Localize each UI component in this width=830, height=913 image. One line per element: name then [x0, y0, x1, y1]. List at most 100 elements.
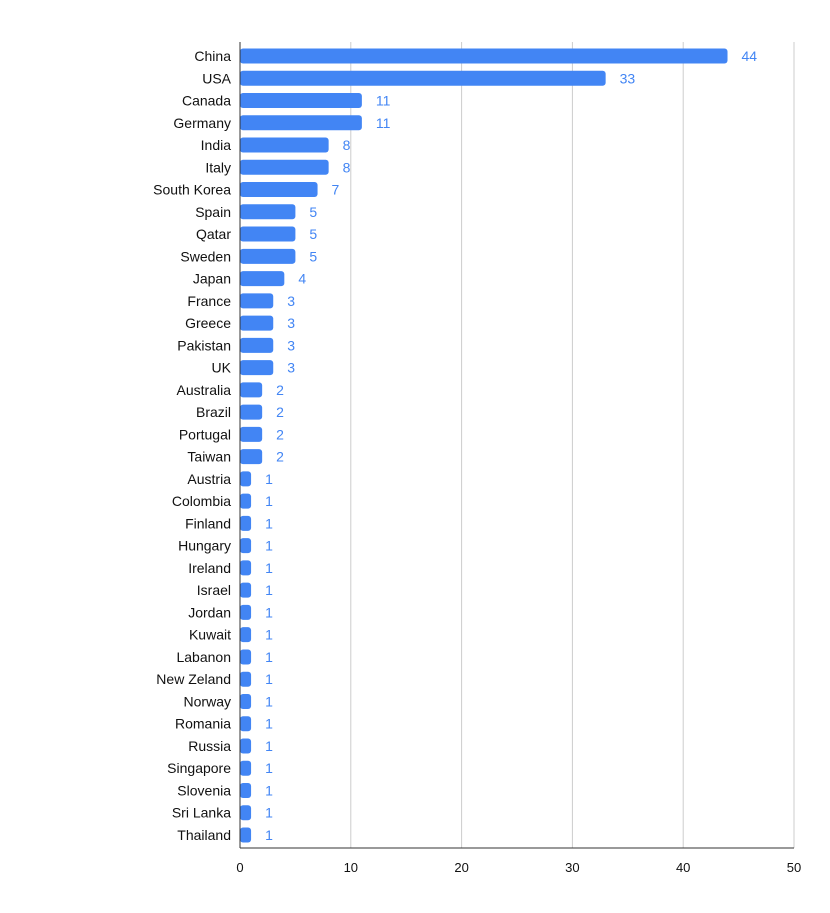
bar-hungary: [240, 538, 252, 554]
category-label: Austria: [187, 471, 231, 487]
bar-brazil: [240, 404, 263, 420]
value-label: 7: [332, 182, 340, 198]
value-label: 1: [265, 760, 273, 776]
bar-sri-lanka: [240, 805, 252, 821]
category-label: Finland: [185, 515, 231, 531]
value-label: 2: [276, 404, 284, 420]
category-label: Romania: [175, 716, 231, 732]
bar-pakistan: [240, 337, 274, 353]
category-label: Hungary: [178, 538, 231, 554]
category-label: Sweden: [180, 248, 231, 264]
category-label: Qatar: [196, 226, 231, 242]
bar-ireland: [240, 560, 252, 576]
bar-colombia: [240, 493, 252, 509]
category-label: Taiwan: [187, 449, 231, 465]
category-label: Portugal: [179, 426, 231, 442]
bar-greece: [240, 315, 274, 331]
bar-uk: [240, 360, 274, 376]
bars: [240, 48, 728, 843]
value-label: 5: [309, 204, 317, 220]
value-label: 1: [265, 738, 273, 754]
category-label: Singapore: [167, 760, 231, 776]
value-label: 5: [309, 248, 317, 264]
category-label: Thailand: [177, 827, 231, 843]
category-label: South Korea: [153, 182, 231, 198]
value-label: 1: [265, 560, 273, 576]
x-tick-label: 0: [236, 860, 243, 875]
value-label: 1: [265, 515, 273, 531]
category-label: New Zeland: [156, 671, 231, 687]
value-label: 4: [298, 271, 306, 287]
value-label: 1: [265, 493, 273, 509]
value-label: 11: [376, 115, 391, 131]
bar-norway: [240, 693, 252, 709]
gridlines: [350, 42, 795, 848]
value-label: 33: [620, 70, 636, 86]
category-label: Russia: [188, 738, 231, 754]
value-label: 2: [276, 426, 284, 442]
value-label: 1: [265, 604, 273, 620]
bar-austria: [240, 471, 252, 487]
bar-france: [240, 293, 274, 309]
category-label: France: [187, 293, 231, 309]
x-tick-label: 10: [344, 860, 358, 875]
bar-italy: [240, 159, 329, 175]
bar-romania: [240, 716, 252, 732]
value-label: 1: [265, 716, 273, 732]
category-label: UK: [212, 360, 232, 376]
value-label: 11: [376, 93, 391, 109]
value-label: 3: [287, 337, 295, 353]
bar-japan: [240, 271, 285, 287]
bar-thailand: [240, 827, 252, 843]
x-axis-ticks: 0 10 20 30 40 50: [236, 860, 801, 875]
bar-spain: [240, 204, 296, 220]
value-label: 1: [265, 671, 273, 687]
value-label: 1: [265, 782, 273, 798]
bar-china: [240, 48, 728, 64]
category-label: Australia: [177, 382, 232, 398]
x-tick-label: 20: [454, 860, 468, 875]
value-label: 8: [343, 159, 351, 175]
value-label: 1: [265, 805, 273, 821]
x-tick-label: 30: [565, 860, 579, 875]
value-label: 1: [265, 627, 273, 643]
value-label: 1: [265, 827, 273, 843]
value-label: 1: [265, 471, 273, 487]
category-label: Ireland: [188, 560, 231, 576]
category-label: Labanon: [176, 649, 231, 665]
value-label: 1: [265, 649, 273, 665]
category-label: Japan: [193, 271, 231, 287]
bar-slovenia: [240, 782, 252, 798]
bar-india: [240, 137, 329, 153]
category-label: China: [194, 48, 231, 64]
category-label: Slovenia: [177, 782, 231, 798]
value-label: 1: [265, 582, 273, 598]
bar-finland: [240, 515, 252, 531]
bar-jordan: [240, 604, 252, 620]
category-label: Germany: [173, 115, 231, 131]
bar-south-korea: [240, 182, 318, 198]
bar-portugal: [240, 426, 263, 442]
bar-taiwan: [240, 449, 263, 465]
bar-labanon: [240, 649, 252, 665]
bar-germany: [240, 115, 362, 131]
bar-singapore: [240, 760, 252, 776]
category-label: Italy: [205, 159, 231, 175]
bar-qatar: [240, 226, 296, 242]
category-label: Norway: [184, 693, 231, 709]
value-label: 44: [742, 48, 758, 64]
bar-russia: [240, 738, 252, 754]
value-label: 5: [309, 226, 317, 242]
bar-israel: [240, 582, 252, 598]
bar-australia: [240, 382, 263, 398]
category-label: India: [201, 137, 232, 153]
category-label: USA: [202, 70, 231, 86]
category-label: Greece: [185, 315, 231, 331]
value-label: 2: [276, 449, 284, 465]
value-label: 1: [265, 538, 273, 554]
value-label: 3: [287, 360, 295, 376]
bar-sweden: [240, 248, 296, 264]
